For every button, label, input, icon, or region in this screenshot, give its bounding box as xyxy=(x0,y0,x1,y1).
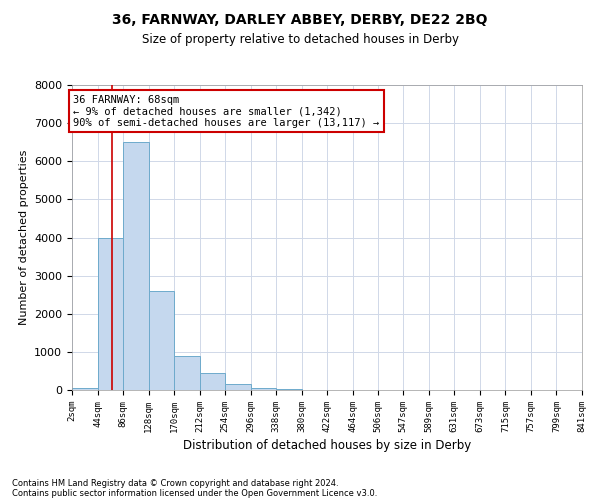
Bar xyxy=(149,291,174,390)
Bar xyxy=(225,384,251,390)
Bar xyxy=(98,238,123,390)
Bar xyxy=(72,388,98,390)
Y-axis label: Number of detached properties: Number of detached properties xyxy=(19,150,29,325)
Bar xyxy=(251,388,276,390)
Text: Size of property relative to detached houses in Derby: Size of property relative to detached ho… xyxy=(142,32,458,46)
Text: 36, FARNWAY, DARLEY ABBEY, DERBY, DE22 2BQ: 36, FARNWAY, DARLEY ABBEY, DERBY, DE22 2… xyxy=(112,12,488,26)
Text: 36 FARNWAY: 68sqm
← 9% of detached houses are smaller (1,342)
90% of semi-detach: 36 FARNWAY: 68sqm ← 9% of detached house… xyxy=(73,94,379,128)
Text: Contains HM Land Registry data © Crown copyright and database right 2024.: Contains HM Land Registry data © Crown c… xyxy=(12,478,338,488)
Bar xyxy=(276,389,302,390)
X-axis label: Distribution of detached houses by size in Derby: Distribution of detached houses by size … xyxy=(183,439,471,452)
Text: Contains public sector information licensed under the Open Government Licence v3: Contains public sector information licen… xyxy=(12,488,377,498)
Bar xyxy=(200,373,225,390)
Bar xyxy=(123,142,149,390)
Bar xyxy=(174,356,200,390)
